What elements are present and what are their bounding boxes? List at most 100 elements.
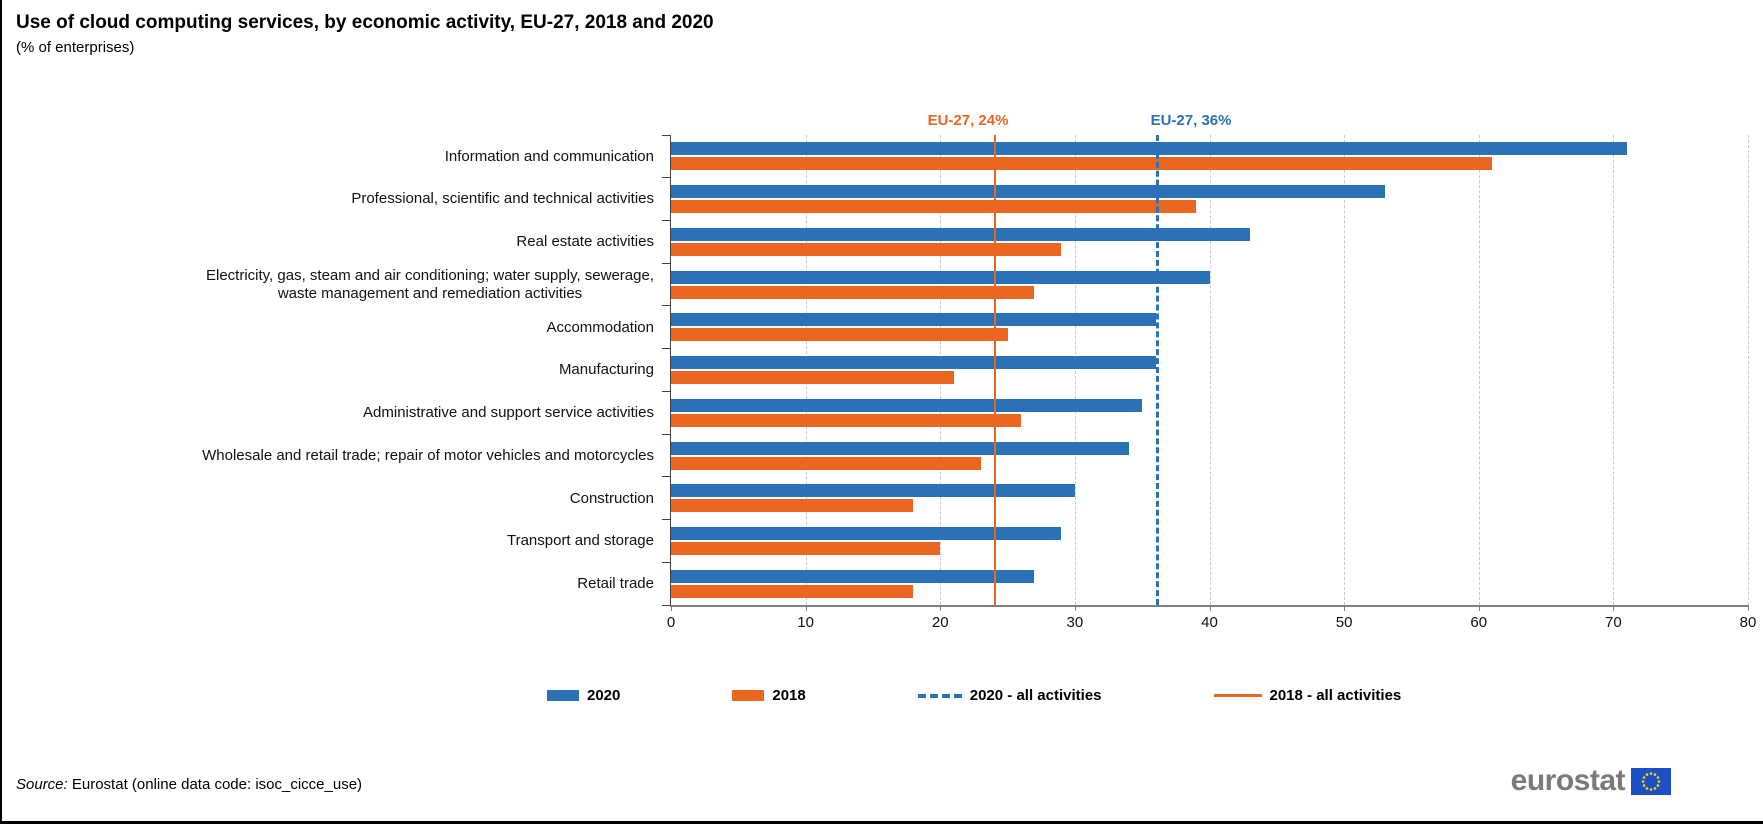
source-text: Eurostat (online data code: isoc_cicce_u… xyxy=(67,776,363,793)
gridline xyxy=(1209,135,1211,605)
bar-group xyxy=(671,349,1748,392)
x-axis-label: 50 xyxy=(1335,614,1353,631)
gridline xyxy=(1613,135,1615,605)
bar-2020 xyxy=(671,569,1035,583)
plot-area: 0 10 20 30 40 50 60 70 80 xyxy=(662,134,1756,631)
gridline xyxy=(1074,135,1076,605)
category-label: Retail trade xyxy=(2,562,654,605)
bar-group xyxy=(671,391,1748,434)
page-title: Use of cloud computing services, by econ… xyxy=(16,12,714,33)
x-axis-label: 80 xyxy=(1739,614,1757,631)
legend-label: 2020 xyxy=(587,687,621,704)
bar-2020 xyxy=(671,484,1075,498)
bar-2020 xyxy=(671,356,1156,370)
bar-group xyxy=(671,306,1748,349)
y-axis-tick xyxy=(662,348,670,350)
category-label-text: Information and communication xyxy=(444,147,654,165)
refline-2018-all-activities xyxy=(994,135,997,605)
category-label: Electricity, gas, steam and air conditio… xyxy=(2,263,654,306)
category-label-text: Real estate activities xyxy=(516,233,654,251)
bar-2018 xyxy=(671,328,1008,342)
bar-2018 xyxy=(671,413,1022,427)
category-label: Construction xyxy=(2,477,654,520)
legend-item: 2018 - all activities xyxy=(1213,687,1402,704)
legend-label: 2018 - all activities xyxy=(1269,687,1402,704)
legend-item: 2020 - all activities xyxy=(917,687,1102,704)
y-axis-tick xyxy=(662,262,670,264)
y-axis-tick xyxy=(662,561,670,563)
x-axis-label: 20 xyxy=(931,614,949,631)
category-label-text: Retail trade xyxy=(577,575,654,593)
category-label: Wholesale and retail trade; repair of mo… xyxy=(2,434,654,477)
swatch-marker xyxy=(547,690,579,701)
bar-group xyxy=(671,434,1748,477)
bar-group xyxy=(671,562,1748,605)
y-axis-tick xyxy=(662,476,670,478)
annotation-band: EU-27, 24% EU-27, 36% xyxy=(670,105,1747,131)
y-axis-tick xyxy=(662,305,670,307)
bar-2018 xyxy=(671,456,981,470)
category-label: Accommodation xyxy=(2,306,654,349)
x-axis-tick xyxy=(1344,605,1346,611)
dashed-line-marker xyxy=(917,693,962,698)
bar-group xyxy=(671,263,1748,306)
x-axis-label: 60 xyxy=(1470,614,1488,631)
page-subtitle: (% of enterprises) xyxy=(16,39,135,56)
category-label: Manufacturing xyxy=(2,349,654,392)
bar-2018 xyxy=(671,584,914,598)
x-axis-tick xyxy=(1074,605,1076,611)
bar-2018 xyxy=(671,157,1493,171)
source-label: Source: xyxy=(16,776,68,793)
category-label-text: Administrative and support service activ… xyxy=(363,404,654,422)
x-axis-tick xyxy=(805,605,807,611)
annotation-eu27-2018: EU-27, 24% xyxy=(927,112,1009,129)
bar-group xyxy=(671,178,1748,221)
y-axis-tick xyxy=(662,433,670,435)
gridline xyxy=(805,135,807,605)
category-label: Information and communication xyxy=(2,135,654,178)
bars-container xyxy=(671,135,1748,605)
source-note: Source: Eurostat (online data code: isoc… xyxy=(16,776,362,793)
category-label-text: Construction xyxy=(569,489,654,507)
x-axis-tick xyxy=(1748,605,1749,611)
refline-2020-all-activities xyxy=(1155,135,1159,605)
bar-2018 xyxy=(671,242,1062,256)
x-axis-tick xyxy=(940,605,942,611)
x-axis-label: 40 xyxy=(1201,614,1218,631)
x-axis-tick xyxy=(1478,605,1480,611)
category-label-text: Wholesale and retail trade; repair of mo… xyxy=(202,446,654,464)
legend-label: 2020 - all activities xyxy=(969,687,1102,704)
y-axis-tick xyxy=(662,604,670,606)
legend-item: 2020 xyxy=(547,687,620,704)
solid-line-marker xyxy=(1213,694,1262,697)
x-axis-tick xyxy=(671,605,672,611)
x-axis-label: 0 xyxy=(666,614,676,631)
category-label-text: Accommodation xyxy=(546,318,654,336)
bar-group xyxy=(671,477,1748,520)
eurostat-logo: eurostat xyxy=(1511,764,1671,798)
bar-2018 xyxy=(671,499,914,513)
eu-flag-icon xyxy=(1631,767,1671,795)
x-axis-tick xyxy=(1209,605,1211,611)
bar-2020 xyxy=(671,398,1143,412)
y-axis-tick xyxy=(662,134,670,136)
swatch-marker xyxy=(732,690,765,701)
bar-2018 xyxy=(671,371,954,385)
category-label-text: Transport and storage xyxy=(506,532,654,550)
bar-group xyxy=(671,135,1748,178)
gridline xyxy=(940,135,942,605)
bar-2020 xyxy=(671,313,1156,327)
legend-label: 2018 xyxy=(772,687,806,704)
y-axis-tick xyxy=(662,390,670,392)
bar-2020 xyxy=(671,227,1250,241)
x-axis-label: 10 xyxy=(797,614,814,631)
annotation-eu27-2020: EU-27, 36% xyxy=(1150,112,1232,129)
y-axis-tick xyxy=(662,519,670,521)
category-label-text: Manufacturing xyxy=(558,361,654,379)
bar-2020 xyxy=(671,185,1385,199)
bar-2018 xyxy=(671,285,1035,299)
category-label-text: Professional, scientific and technical a… xyxy=(351,190,654,208)
bar-2018 xyxy=(671,200,1197,214)
category-label: Transport and storage xyxy=(2,520,654,563)
legend: 2020 2018 2020 - all activities 2018 - all … xyxy=(547,687,1401,704)
